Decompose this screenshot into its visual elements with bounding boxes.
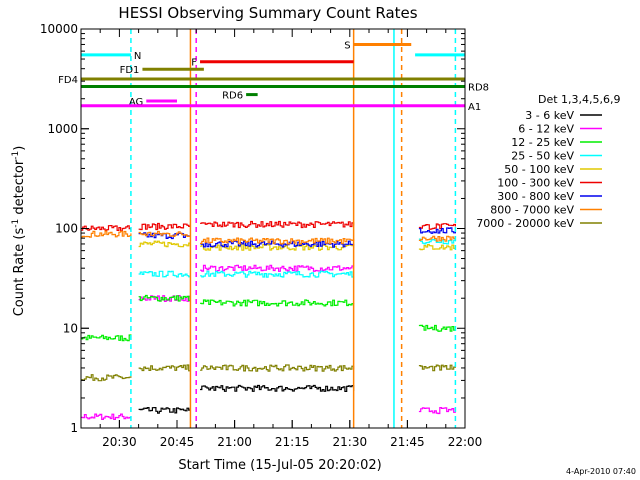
series-line-7000-20000keV — [418, 364, 456, 372]
flag-label: AG — [129, 97, 143, 108]
x-tick-label: 21:15 — [275, 435, 310, 449]
x-tick-label: 20:45 — [160, 435, 195, 449]
y-label-sup-2: -1 — [11, 151, 21, 160]
plot-area — [81, 220, 456, 420]
series-line-3-6keV — [200, 384, 355, 392]
x-tick-label: 22:00 — [448, 435, 483, 449]
series-line-800-7000keV — [418, 235, 456, 242]
series-line-50-100keV — [200, 243, 355, 251]
series-line-12-25keV — [200, 299, 355, 307]
series-line-800-7000keV — [138, 230, 191, 237]
flag-label: RD8 — [468, 83, 489, 94]
legend-label: 300 - 800 keV — [497, 190, 574, 203]
legend-title: Det 1,3,4,5,6,9 — [538, 93, 621, 106]
series-line-6-12keV — [418, 407, 456, 415]
legend-label: 7000 - 20000 keV — [476, 217, 574, 230]
y-label-main: Count Rate (s — [12, 228, 27, 317]
series-line-50-100keV — [418, 244, 456, 251]
series-line-12-25keV — [81, 334, 132, 342]
series-line-7000-20000keV — [81, 374, 132, 382]
flag-label: S — [344, 40, 350, 51]
series-line-100-300keV — [418, 223, 456, 230]
x-axis-label: Start Time (15-Jul-05 20:20:02) — [178, 458, 381, 473]
chart-title: HESSI Observing Summary Count Rates — [118, 4, 417, 22]
legend-label: 800 - 7000 keV — [490, 204, 574, 217]
flag-bars: N S F FD1 FD4 RD8 RD6 AG A1 — [58, 40, 489, 112]
series-line-25-50keV — [418, 238, 456, 245]
y-tick-label: 1000 — [47, 122, 78, 136]
legend-label: 12 - 25 keV — [511, 136, 574, 149]
series-line-6-12keV — [81, 413, 132, 420]
series-line-100-300keV — [200, 220, 355, 229]
y-tick-label: 1 — [70, 421, 78, 435]
x-tick-label: 20:30 — [102, 435, 137, 449]
legend-label: 3 - 6 keV — [525, 109, 574, 122]
y-label-end: ) — [12, 146, 27, 151]
series-line-7000-20000keV — [200, 364, 355, 372]
series-line-12-25keV — [138, 294, 191, 302]
series-line-6-12keV — [200, 264, 355, 272]
flag-label: RD6 — [222, 91, 243, 102]
y-label-mid: detector — [12, 159, 27, 215]
series-line-12-25keV — [418, 324, 456, 332]
legend-label: 6 - 12 keV — [518, 123, 574, 136]
timestamp: 4-Apr-2010 07:40 — [566, 467, 636, 476]
flag-label: FD1 — [120, 65, 140, 76]
series-line-800-7000keV — [200, 237, 355, 245]
y-label-sup-1: -1 — [11, 219, 21, 228]
series-line-800-7000keV — [81, 230, 132, 238]
series-line-100-300keV — [81, 225, 132, 232]
series-line-7000-20000keV — [138, 364, 191, 372]
legend-label: 25 - 50 keV — [511, 150, 574, 163]
x-tick-label: 21:00 — [217, 435, 252, 449]
y-axis-label: Count Rate (s-1 detector-1) — [11, 146, 27, 317]
series-line-3-6keV — [138, 407, 191, 414]
series-line-50-100keV — [138, 240, 191, 248]
series-line-25-50keV — [200, 270, 355, 278]
x-tick-label: 21:30 — [333, 435, 368, 449]
flag-label: A1 — [468, 102, 481, 113]
legend-label: 100 - 300 keV — [497, 177, 574, 190]
axes: 1 10 100 1000 10000 20:30 20:45 21:00 21:15 21:30… — [40, 22, 482, 449]
y-tick-label: 100 — [55, 222, 78, 236]
legend-label: 50 - 100 keV — [504, 163, 574, 176]
series-line-100-300keV — [138, 222, 191, 231]
series-line-25-50keV — [138, 270, 191, 278]
y-tick-label: 10000 — [40, 22, 78, 36]
x-tick-label: 21:45 — [390, 435, 425, 449]
vertical-markers — [130, 29, 457, 428]
series-line-300-800keV — [418, 227, 456, 234]
y-tick-label: 10 — [63, 321, 78, 335]
flag-label: F — [191, 58, 197, 69]
svg-text:Count Rate (s-1 detector-1): Count Rate (s-1 detector-1) — [11, 146, 27, 317]
flag-label: FD4 — [58, 75, 78, 86]
flag-label: N — [134, 51, 141, 62]
